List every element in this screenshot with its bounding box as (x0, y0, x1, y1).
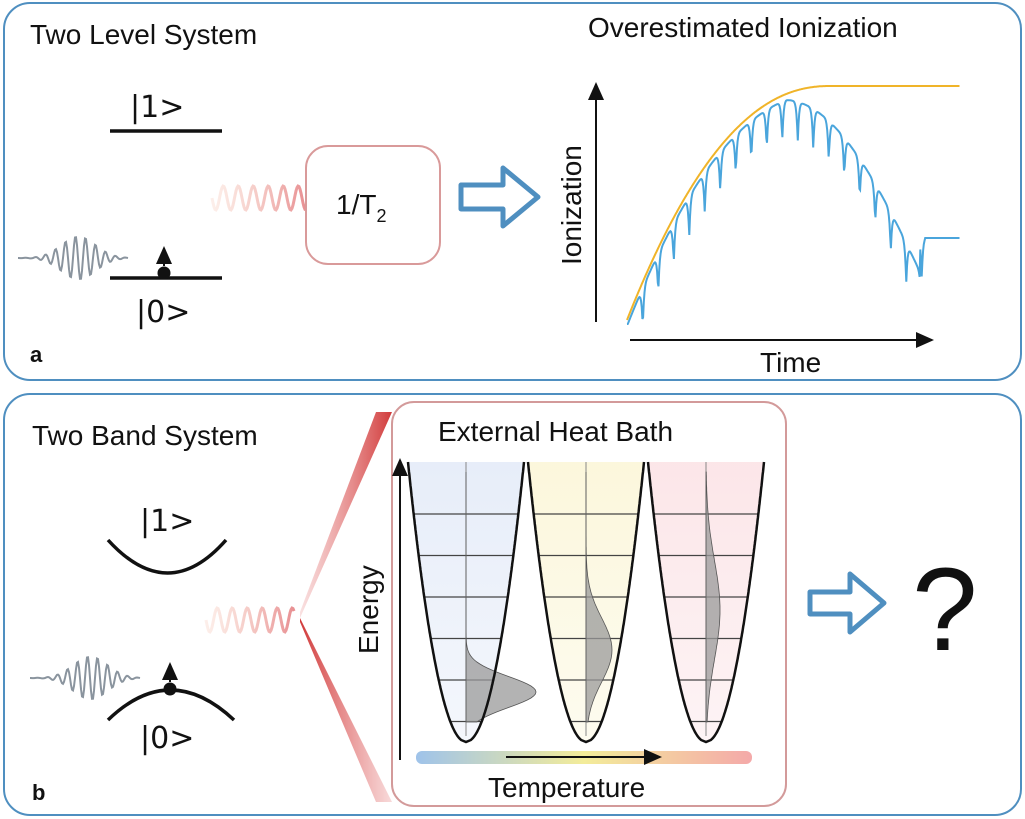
energy-label: Energy (353, 565, 384, 654)
plot-xlabel: Time (760, 347, 821, 378)
occupation-distribution (705, 471, 721, 723)
occupation-distribution (585, 472, 613, 723)
parabolic-band (406, 461, 526, 744)
dephasing-box (305, 145, 441, 265)
parabolic-band (526, 461, 646, 744)
heat-bath-title: External Heat Bath (438, 416, 673, 447)
plot-ylabel: Ionization (556, 145, 587, 265)
unknown-outcome-mark: ? (912, 544, 978, 676)
panel-a-border (3, 2, 1022, 381)
dephasing-label: 1/T2 (336, 189, 386, 226)
electron-dot-icon (156, 246, 172, 280)
temperature-parabolas (406, 461, 766, 744)
right-arrow-outline-icon (807, 571, 887, 635)
lower-level-ket: |0> (136, 295, 190, 330)
lower-band-ket: |0> (140, 721, 194, 756)
panel-a-title: Two Level System (30, 19, 257, 50)
laser-pulse-icon (30, 656, 141, 700)
laser-pulse-icon (18, 236, 129, 280)
plot-title: Overestimated Ionization (588, 12, 898, 43)
parabolic-band (646, 461, 766, 744)
electron-dot-icon (162, 662, 178, 696)
panel-b-title: Two Band System (32, 420, 258, 451)
orange-ionization-curve (626, 85, 960, 321)
blue-ionization-curve (626, 99, 960, 325)
pink-wave-icon (210, 184, 307, 212)
zoom-wedge-top (300, 412, 392, 618)
panel-a: Two Level System |1> |0> 1/T2 Overestima… (3, 2, 1022, 381)
panel-b-label: b (32, 780, 45, 805)
panel-a-label: a (30, 342, 43, 367)
upper-band-ket: |1> (140, 504, 194, 539)
panel-b-border (3, 393, 1022, 816)
pink-wave-icon (204, 606, 296, 634)
occupation-distribution (465, 472, 537, 723)
panel-b: Two Band System |1> |0> External Heat Ba… (3, 393, 1022, 816)
temperature-label: Temperature (488, 772, 645, 803)
right-arrow-outline-icon (458, 165, 541, 229)
upper-level-ket: |1> (130, 90, 184, 125)
conduction-band (106, 538, 228, 575)
zoom-wedge-bottom (300, 618, 392, 802)
